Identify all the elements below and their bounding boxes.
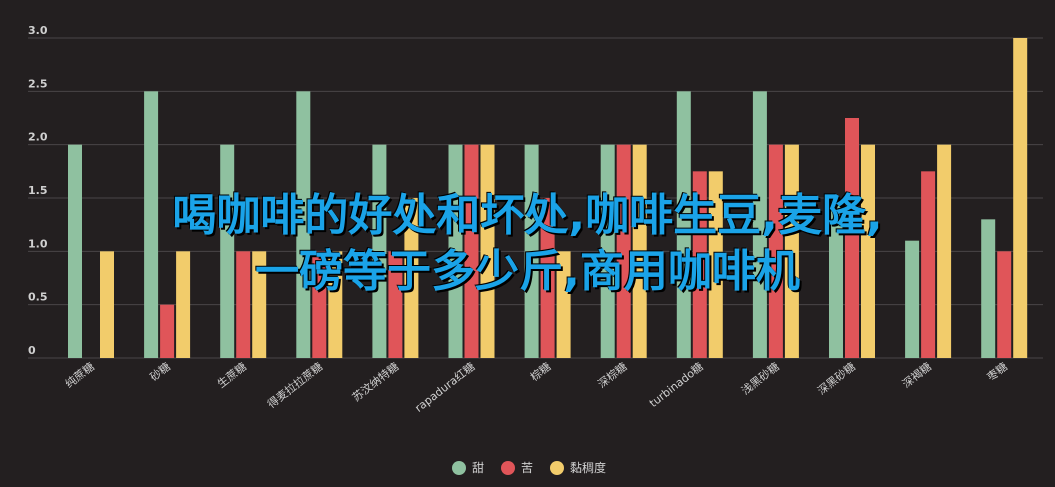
legend-label: 苦 <box>521 461 533 475</box>
x-tick-label: 砂糖 <box>147 359 173 384</box>
bar <box>708 171 723 358</box>
x-tick-label: 浅黑砂糖 <box>738 359 781 397</box>
y-axis: 0 0.5 1.0 1.5 2.0 2.5 3.0 <box>28 24 48 357</box>
bar <box>1013 38 1028 358</box>
x-tick-label: rapadura红糖 <box>412 359 478 414</box>
bar <box>845 118 859 358</box>
bar <box>144 91 159 358</box>
bar <box>448 144 463 358</box>
bar <box>692 171 707 358</box>
x-axis: 纯蔗糖 砂糖 生蔗糖 得麦拉拉蔗糖 苏汶纳特糖 rapadura红糖 棕糖 深棕糖 turbin… <box>62 359 1010 414</box>
bar <box>632 144 647 358</box>
legend-label: 甜 <box>472 461 484 475</box>
x-tick-label: 深褐糖 <box>899 359 934 390</box>
bar <box>236 251 251 358</box>
x-tick-label: turbinado糖 <box>646 359 705 410</box>
bar <box>784 144 799 358</box>
x-tick-label: 深黑砂糖 <box>815 359 858 397</box>
y-tick-label: 0.5 <box>28 291 48 304</box>
bar <box>752 91 767 358</box>
bar <box>68 144 82 358</box>
bar <box>937 144 952 358</box>
bar <box>616 144 631 358</box>
bar <box>921 171 936 358</box>
bar <box>312 251 327 358</box>
y-tick-label: 1.5 <box>28 184 48 197</box>
bar <box>296 91 311 358</box>
bar <box>372 144 387 358</box>
legend-label: 黏稠度 <box>570 460 606 475</box>
y-tick-label: 3.0 <box>28 24 48 37</box>
bar <box>600 144 615 358</box>
bar <box>404 198 419 358</box>
y-tick-label: 2.0 <box>28 131 48 144</box>
bar <box>160 304 175 358</box>
x-tick-label: 得麦拉拉蔗糖 <box>265 359 326 411</box>
x-tick-label: 棕糖 <box>527 359 553 384</box>
legend: 甜 苦 黏稠度 <box>452 460 606 475</box>
bar <box>676 91 691 358</box>
bar <box>540 198 555 358</box>
bar <box>388 251 403 358</box>
x-tick-label: 生蔗糖 <box>214 359 249 390</box>
bar <box>100 251 114 358</box>
legend-swatch <box>550 461 564 475</box>
bar <box>464 144 479 358</box>
bar <box>524 144 539 358</box>
x-tick-label: 深棕糖 <box>595 359 630 390</box>
x-tick-label: 纯蔗糖 <box>62 359 97 390</box>
bar <box>981 219 996 358</box>
bar <box>480 144 495 358</box>
bar <box>997 251 1012 358</box>
y-tick-label: 1.0 <box>28 237 48 250</box>
x-tick-label: 苏汶纳特糖 <box>349 359 401 404</box>
y-tick-label: 2.5 <box>28 77 48 90</box>
bars <box>68 38 1028 358</box>
bar <box>768 144 783 358</box>
legend-swatch <box>452 461 466 475</box>
bar <box>905 240 920 358</box>
bar <box>829 198 843 358</box>
y-tick-label: 0 <box>28 344 36 357</box>
bar <box>176 251 191 358</box>
bar <box>252 251 267 358</box>
bar <box>328 251 343 358</box>
bar <box>220 144 235 358</box>
legend-swatch <box>501 461 515 475</box>
x-tick-label: 枣糖 <box>984 359 1010 384</box>
bar <box>556 251 571 358</box>
bar <box>861 144 875 358</box>
